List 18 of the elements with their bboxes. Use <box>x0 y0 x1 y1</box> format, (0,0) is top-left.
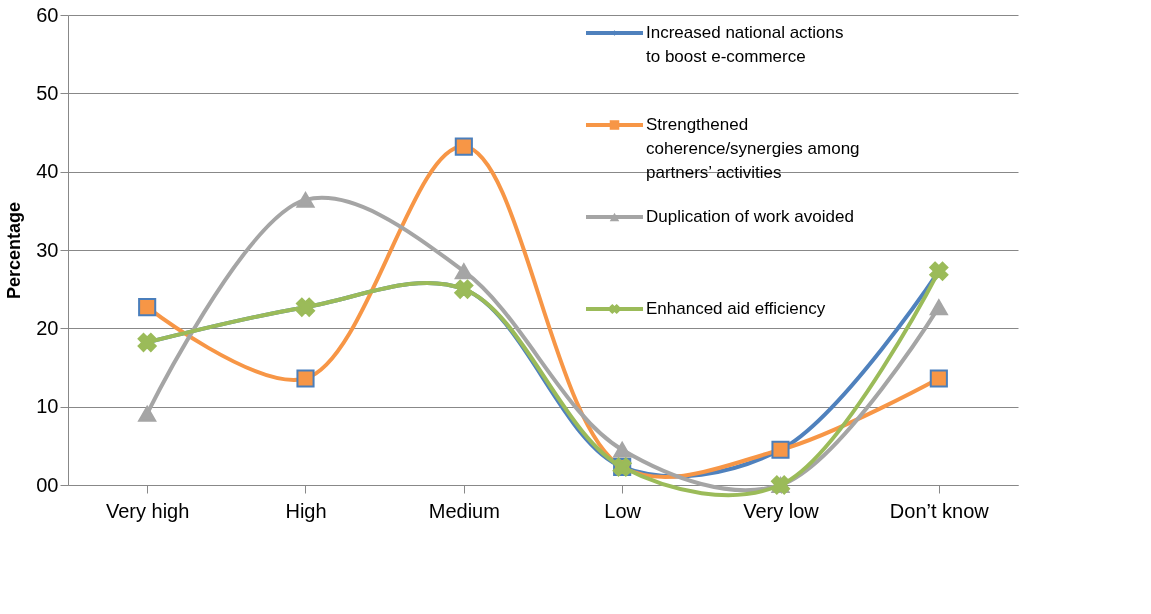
legend-label: Increased national actions to boost e-commerce <box>646 23 844 66</box>
x-tick-label: Medium <box>428 499 500 522</box>
x-tick-label: Very high <box>105 499 190 522</box>
legend-label: Duplication of work avoided <box>646 207 854 226</box>
y-tick-label: 50 <box>36 81 59 104</box>
y-tick-label: 10 <box>36 395 59 418</box>
y-tick-label: 00 <box>36 473 59 496</box>
x-tick-label: Very low <box>743 499 820 522</box>
x-tick-label: High <box>285 499 327 522</box>
y-tick-label: 60 <box>36 3 59 26</box>
y-tick-label: 30 <box>36 238 59 261</box>
legend-label: Strengthened coherence/synergies among partners’ activities <box>646 115 860 182</box>
y-axis-title: Percentage <box>4 201 25 300</box>
x-tick-label: Low <box>604 499 642 522</box>
x-tick-label: Don’t know <box>889 499 990 522</box>
legend-label: Enhanced aid efficiency <box>646 299 826 318</box>
y-tick-label: 20 <box>36 316 59 339</box>
y-tick-label: 40 <box>36 160 59 183</box>
